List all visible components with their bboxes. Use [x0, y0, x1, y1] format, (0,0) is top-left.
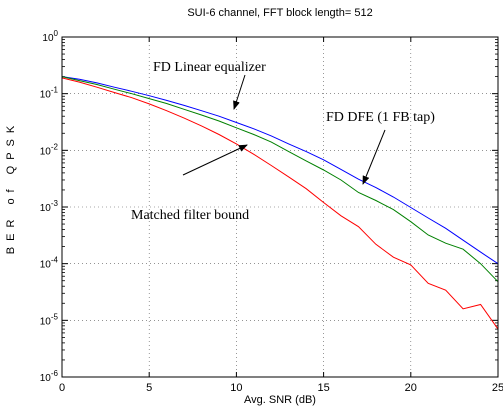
- plot-frame: [61, 36, 499, 378]
- annotations: FD Linear equalizer FD DFE (1 FB tap) Ma…: [131, 60, 435, 223]
- grid: [62, 37, 498, 377]
- chart-title: SUI-6 channel, FFT block length= 512: [187, 7, 372, 19]
- y-tick-label: 10-1: [40, 86, 59, 101]
- x-tick-label: 10: [230, 382, 242, 394]
- y-tick-label: 10-5: [40, 312, 59, 327]
- y-tick-label: 100: [42, 29, 58, 44]
- series-lines: [61, 76, 499, 330]
- x-tick-labels: 0 5 10 15 20 25: [59, 382, 503, 394]
- series-line-1: [61, 76, 499, 283]
- y-axis-label: BER of QPSK: [5, 120, 17, 254]
- series-line-0: [61, 76, 499, 265]
- annotation-matched-filter: Matched filter bound: [131, 208, 249, 223]
- x-tick-label: 0: [59, 382, 65, 394]
- series-line-2: [61, 77, 499, 330]
- x-tick-label: 5: [146, 382, 152, 394]
- y-tick-label: 10-3: [40, 199, 59, 214]
- y-tick-label: 10-2: [40, 142, 59, 157]
- y-axis-label-text: BER of QPSK: [5, 120, 17, 254]
- x-tick-label: 25: [492, 382, 503, 394]
- y-tick-label: 10-6: [40, 369, 59, 384]
- annotation-linear-equalizer: FD Linear equalizer: [153, 60, 266, 75]
- x-tick-label: 15: [317, 382, 329, 394]
- arrow-matched-filter: [182, 144, 248, 176]
- x-tick-label: 20: [405, 382, 417, 394]
- y-tick-labels: 100 10-1 10-2 10-3 10-4 10-5 10-6: [40, 29, 59, 384]
- annotation-dfe: FD DFE (1 FB tap): [326, 110, 435, 125]
- arrow-dfe: [362, 129, 386, 185]
- x-axis-label: Avg. SNR (dB): [244, 394, 316, 406]
- arrow-linear-equalizer: [233, 74, 246, 110]
- y-tick-label: 10-4: [40, 256, 59, 271]
- axis-ticks: [61, 36, 499, 378]
